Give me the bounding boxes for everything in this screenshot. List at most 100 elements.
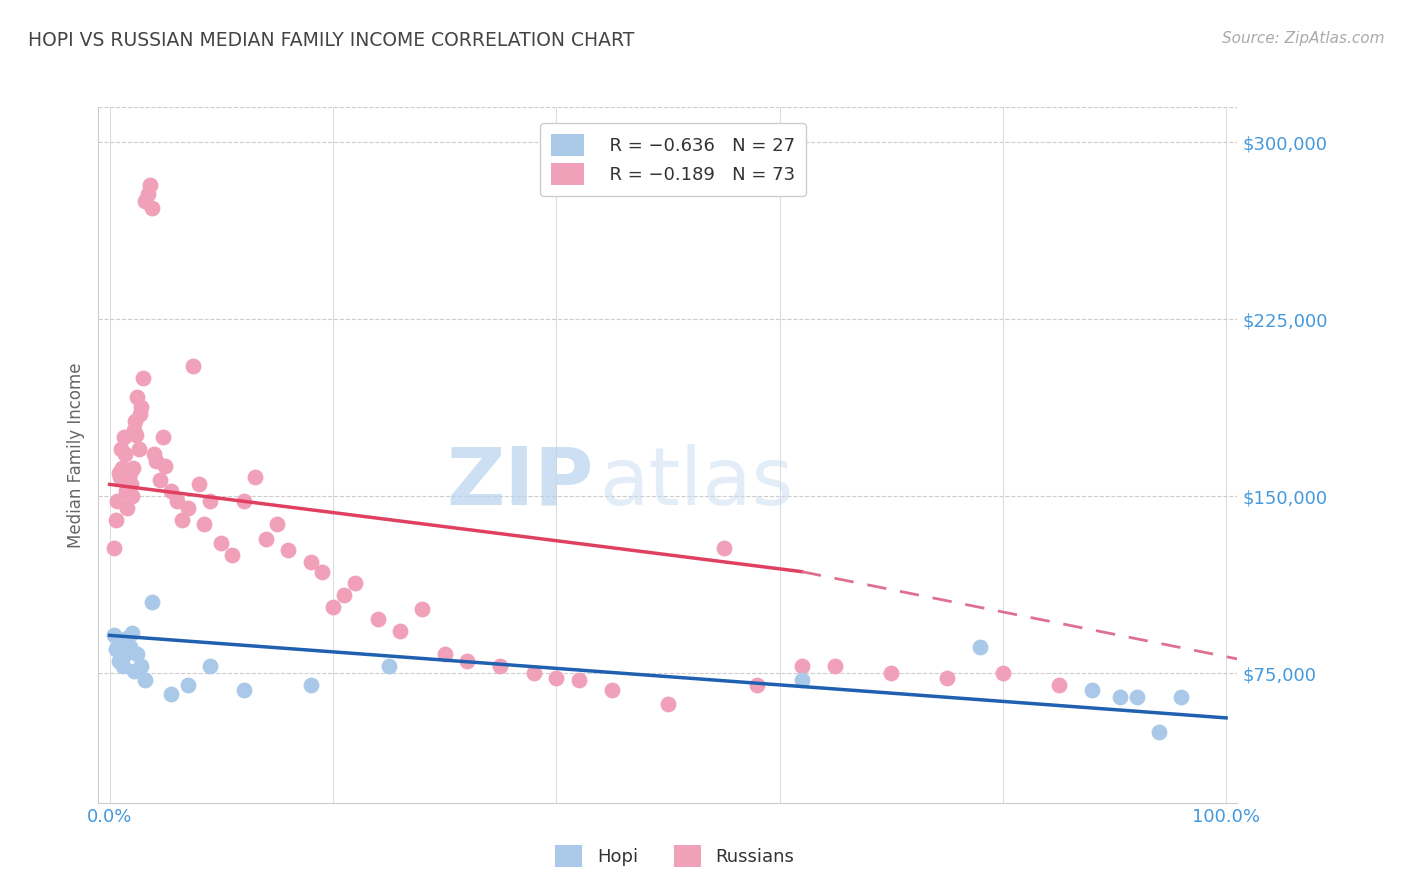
Russians	[177, 500, 200, 515]
Russians	[243, 470, 266, 484]
Russians	[388, 624, 411, 638]
Russians	[991, 666, 1014, 681]
Russians	[141, 202, 163, 216]
Hopi	[110, 635, 132, 649]
Russians	[114, 447, 136, 461]
Hopi	[121, 626, 143, 640]
Text: Source: ZipAtlas.com: Source: ZipAtlas.com	[1222, 31, 1385, 46]
Russians	[657, 697, 679, 711]
Russians	[117, 470, 139, 484]
Russians	[254, 532, 277, 546]
Russians	[747, 678, 769, 692]
Russians	[152, 430, 174, 444]
Russians	[118, 466, 141, 480]
Hopi	[107, 654, 129, 668]
Hopi	[1081, 682, 1104, 697]
Hopi	[129, 659, 152, 673]
Hopi	[299, 678, 322, 692]
Russians	[411, 602, 433, 616]
Hopi	[1147, 725, 1170, 739]
Russians	[111, 461, 134, 475]
Russians	[139, 178, 162, 192]
Hopi	[111, 659, 134, 673]
Hopi	[1109, 690, 1132, 704]
Legend:   R = −0.636   N = 27,   R = −0.189   N = 73: R = −0.636 N = 27, R = −0.189 N = 73	[540, 123, 806, 196]
Russians	[127, 390, 149, 404]
Hopi	[117, 631, 139, 645]
Hopi	[377, 659, 399, 673]
Russians	[266, 517, 288, 532]
Russians	[121, 489, 143, 503]
Russians	[824, 659, 846, 673]
Hopi	[118, 640, 141, 654]
Russians	[567, 673, 589, 688]
Russians	[1047, 678, 1070, 692]
Russians	[489, 659, 512, 673]
Russians	[132, 371, 155, 385]
Russians	[546, 671, 568, 685]
Russians	[103, 541, 125, 555]
Legend: Hopi, Russians: Hopi, Russians	[548, 838, 801, 874]
Russians	[110, 442, 132, 456]
Hopi	[198, 659, 221, 673]
Russians	[172, 513, 194, 527]
Russians	[713, 541, 735, 555]
Russians	[936, 671, 959, 685]
Hopi	[1126, 690, 1149, 704]
Hopi	[790, 673, 813, 688]
Hopi	[103, 628, 125, 642]
Russians	[124, 414, 146, 428]
Hopi	[127, 647, 149, 661]
Russians	[129, 400, 152, 414]
Russians	[333, 588, 356, 602]
Russians	[111, 466, 134, 480]
Russians	[322, 600, 344, 615]
Russians	[433, 647, 456, 661]
Russians	[128, 407, 150, 421]
Russians	[600, 682, 623, 697]
Russians	[183, 359, 205, 374]
Russians	[145, 454, 167, 468]
Russians	[155, 458, 177, 473]
Y-axis label: Median Family Income: Median Family Income	[66, 362, 84, 548]
Russians	[136, 187, 159, 202]
Text: HOPI VS RUSSIAN MEDIAN FAMILY INCOME CORRELATION CHART: HOPI VS RUSSIAN MEDIAN FAMILY INCOME COR…	[28, 31, 634, 50]
Russians	[107, 494, 129, 508]
Russians	[149, 473, 172, 487]
Hopi	[141, 595, 163, 609]
Russians	[128, 442, 150, 456]
Text: ZIP: ZIP	[447, 443, 593, 522]
Russians	[209, 536, 232, 550]
Hopi	[122, 664, 145, 678]
Hopi	[160, 687, 183, 701]
Hopi	[114, 647, 136, 661]
Hopi	[177, 678, 200, 692]
Russians	[108, 470, 131, 484]
Russians	[125, 428, 148, 442]
Hopi	[134, 673, 156, 688]
Russians	[143, 447, 166, 461]
Russians	[112, 430, 135, 444]
Russians	[107, 466, 129, 480]
Russians	[160, 484, 183, 499]
Russians	[122, 423, 145, 437]
Russians	[367, 612, 389, 626]
Hopi	[969, 640, 991, 654]
Russians	[120, 477, 142, 491]
Text: atlas: atlas	[599, 443, 794, 522]
Russians	[117, 500, 139, 515]
Russians	[221, 548, 243, 562]
Hopi	[1170, 690, 1192, 704]
Russians	[880, 666, 903, 681]
Russians	[193, 517, 215, 532]
Hopi	[105, 642, 128, 657]
Russians	[299, 555, 322, 569]
Russians	[198, 494, 221, 508]
Russians	[134, 194, 156, 209]
Russians	[166, 494, 188, 508]
Russians	[115, 484, 138, 499]
Russians	[456, 654, 478, 668]
Russians	[790, 659, 813, 673]
Russians	[311, 565, 333, 579]
Russians	[523, 666, 546, 681]
